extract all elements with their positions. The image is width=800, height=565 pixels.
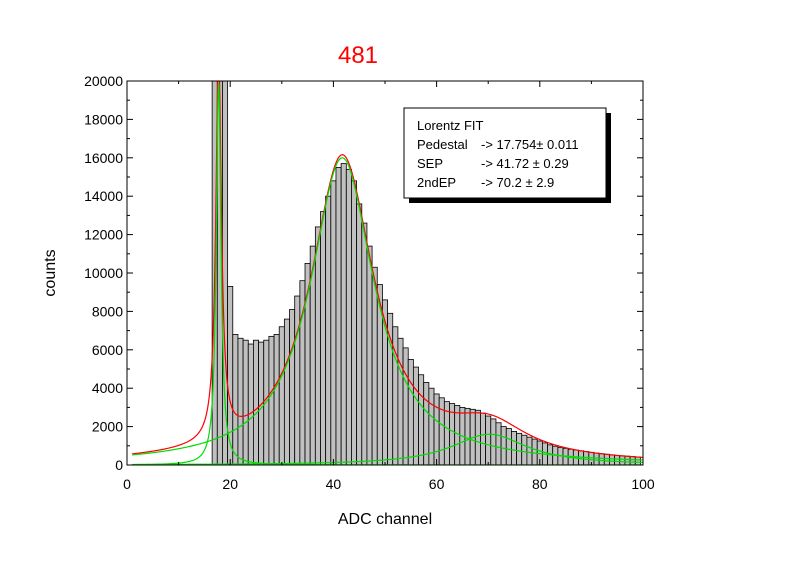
x-tick-label: 0 bbox=[123, 476, 131, 492]
component-fit-curve bbox=[132, 433, 643, 465]
x-tick-label: 60 bbox=[429, 476, 445, 492]
total-fit-curve bbox=[132, 81, 643, 458]
y-tick-label: 2000 bbox=[92, 419, 123, 435]
y-tick-label: 18000 bbox=[84, 111, 123, 127]
histogram-bar bbox=[433, 393, 440, 465]
histogram-bar bbox=[242, 339, 249, 465]
histogram-bar bbox=[474, 409, 481, 465]
legend-value-sep: -> 41.72 ± 0.29 bbox=[481, 156, 569, 171]
histogram-bar bbox=[289, 309, 296, 465]
histogram-bar bbox=[578, 450, 585, 465]
y-tick-label: 0 bbox=[115, 457, 123, 473]
legend-value-2ndep: -> 70.2 ± 2.9 bbox=[481, 175, 554, 190]
histogram-bar bbox=[624, 455, 631, 465]
histogram-bar bbox=[583, 451, 590, 465]
y-tick-label: 20000 bbox=[84, 73, 123, 89]
histogram-bar bbox=[268, 335, 275, 465]
histogram-bar bbox=[526, 436, 533, 465]
legend-label-pedestal: Pedestal bbox=[417, 137, 468, 152]
histogram-bar bbox=[340, 163, 347, 465]
histogram-bar bbox=[485, 415, 492, 465]
histogram-bar bbox=[361, 222, 368, 465]
histogram-bar bbox=[273, 334, 280, 465]
histogram-bar bbox=[232, 334, 239, 465]
chart-title: 481 bbox=[338, 42, 378, 69]
histogram-bar bbox=[531, 438, 538, 465]
histogram-bar bbox=[356, 203, 363, 465]
histogram-bar bbox=[294, 295, 301, 465]
x-tick-label: 80 bbox=[532, 476, 548, 492]
x-axis-title: ADC channel bbox=[338, 511, 432, 528]
histogram-bar bbox=[490, 418, 497, 465]
histogram-bar bbox=[614, 454, 621, 465]
y-tick-label: 6000 bbox=[92, 342, 123, 358]
histogram-bar bbox=[345, 168, 352, 465]
histogram-bar bbox=[464, 407, 471, 465]
histogram-bar bbox=[283, 318, 290, 465]
histogram-bar bbox=[603, 453, 610, 465]
axis-ticks: 0 20 40 60 80 100 0 2000 4000 6000 8000 10000 12000 1… bbox=[84, 73, 655, 492]
y-tick-label: 16000 bbox=[84, 150, 123, 166]
legend-title: Lorentz FIT bbox=[417, 118, 484, 133]
y-tick-label: 14000 bbox=[84, 188, 123, 204]
histogram-bar bbox=[598, 453, 605, 465]
histogram-bar bbox=[402, 347, 409, 465]
histogram-bar bbox=[423, 382, 430, 465]
histogram-bar bbox=[418, 374, 425, 465]
histogram-bar bbox=[521, 434, 528, 465]
y-tick-label: 12000 bbox=[84, 227, 123, 243]
fit-legend: Lorentz FIT Pedestal -> 17.754± 0.011 SE… bbox=[403, 107, 611, 203]
histogram-bar bbox=[629, 456, 636, 465]
legend-box bbox=[403, 107, 607, 199]
histogram-bar bbox=[505, 428, 512, 465]
histogram-bar bbox=[500, 426, 507, 465]
x-tick-label: 100 bbox=[631, 476, 655, 492]
histogram-bar bbox=[511, 430, 517, 465]
histogram-bar bbox=[371, 266, 378, 465]
x-tick-label: 40 bbox=[326, 476, 342, 492]
histogram-bar bbox=[397, 337, 404, 465]
histogram-bar bbox=[412, 366, 419, 465]
histogram-bar bbox=[495, 422, 502, 465]
histogram-bar bbox=[438, 397, 445, 465]
legend-value-pedestal: -> 17.754± 0.011 bbox=[481, 137, 579, 152]
histogram-bar bbox=[253, 339, 259, 465]
y-tick-label: 4000 bbox=[92, 380, 123, 396]
histogram-bar bbox=[480, 412, 487, 465]
y-tick-label: 8000 bbox=[92, 303, 123, 319]
histogram-bar bbox=[335, 166, 342, 465]
histogram-bar bbox=[376, 284, 383, 465]
histogram-bar bbox=[278, 326, 285, 465]
histogram-bar bbox=[593, 452, 600, 465]
y-tick-label: 10000 bbox=[84, 265, 123, 281]
legend-label-2ndep: 2ndEP bbox=[417, 175, 456, 190]
histogram-bar bbox=[619, 455, 626, 465]
histogram-bar bbox=[407, 358, 414, 465]
histogram-bar bbox=[634, 456, 641, 465]
histogram-bar bbox=[314, 226, 321, 465]
legend-label-sep: SEP bbox=[417, 156, 443, 171]
histogram-bar bbox=[325, 195, 332, 465]
y-axis-title: counts bbox=[42, 249, 59, 296]
histogram-bar bbox=[247, 343, 254, 465]
histogram-bar bbox=[609, 454, 616, 465]
histogram-bar bbox=[351, 180, 358, 465]
histogram-bar bbox=[516, 432, 523, 465]
histogram-bar bbox=[237, 337, 244, 465]
histogram-bar bbox=[320, 211, 327, 465]
histogram-bar bbox=[258, 341, 265, 465]
histogram-bar bbox=[330, 180, 337, 465]
histogram-bar bbox=[366, 245, 373, 465]
x-tick-label: 20 bbox=[222, 476, 238, 492]
